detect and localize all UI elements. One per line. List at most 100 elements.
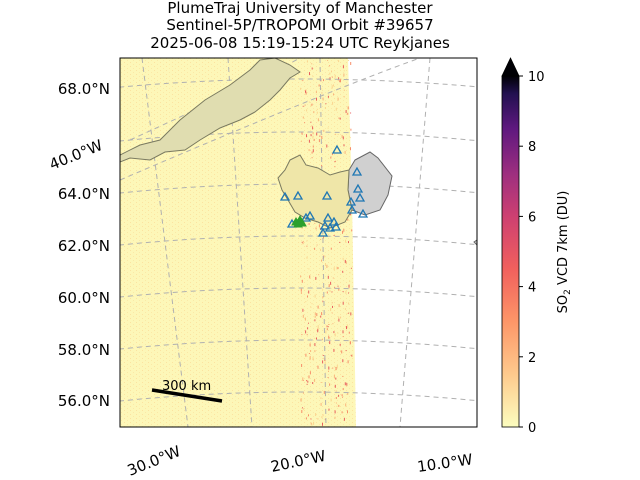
map-frame	[119, 57, 478, 428]
colorbar-ticks: 0 2 4 6 8 10	[519, 70, 545, 436]
station-marker	[317, 227, 329, 237]
swath-pixel	[349, 272, 351, 274]
swath-pixel	[314, 378, 316, 382]
swath-pixel	[301, 227, 303, 229]
swath-pixel	[346, 326, 347, 330]
swath-pixel	[322, 355, 324, 356]
swath-pixel	[343, 89, 345, 91]
swath-pixel	[348, 284, 350, 288]
swath-pixel	[330, 156, 332, 159]
swath-pixel	[320, 315, 322, 318]
swath-pixel	[334, 416, 336, 419]
swath-pixel	[333, 235, 335, 236]
swath-pixel	[338, 60, 340, 63]
volcano-marker	[297, 217, 307, 227]
swath-pixel	[331, 291, 333, 293]
station-marker	[324, 222, 336, 232]
swath-pixel	[337, 285, 339, 287]
swath-pixel	[305, 353, 307, 357]
swath-pixel	[310, 350, 312, 352]
scale-bar-label: 300 km	[162, 379, 211, 394]
swath-pixel	[320, 248, 321, 251]
swath-pixel	[338, 394, 340, 397]
swath-pixel	[336, 364, 338, 368]
swath-pixel	[334, 74, 336, 78]
swath-pixel	[315, 227, 317, 230]
swath-pixel	[300, 292, 302, 294]
swath-pixel	[310, 121, 312, 123]
swath-pixel	[307, 380, 309, 383]
swath-pixel	[322, 288, 324, 290]
swath-pixel	[337, 97, 339, 101]
swath-pixel	[322, 414, 324, 417]
colorbar-tick-label: 6	[528, 210, 536, 225]
swath-pixel	[328, 284, 330, 288]
swath-pixel	[324, 418, 326, 420]
swath-pixel	[321, 135, 323, 139]
swath-pixel	[343, 70, 345, 72]
station-marker	[357, 208, 369, 218]
swath-pixel	[340, 316, 342, 318]
swath-pixel	[300, 140, 302, 142]
swath-pixel	[311, 151, 313, 154]
swath-pixel	[342, 359, 344, 363]
swath-pixel	[333, 267, 335, 271]
swath-pixel	[333, 348, 335, 352]
lat-tick-label: 56.0°N	[58, 392, 110, 410]
swath-pixel	[342, 330, 344, 334]
swath-pixel	[306, 134, 307, 138]
swath-pixel	[327, 377, 329, 378]
swath-pixel	[316, 97, 317, 101]
swath-pixel	[305, 89, 307, 91]
swath-pixel	[320, 402, 322, 406]
colorbar-tick-label: 10	[528, 70, 545, 85]
swath-pixel	[331, 312, 333, 314]
swath-pixel	[305, 91, 307, 95]
swath-pixel	[317, 418, 319, 420]
colorbar-tick-label: 8	[528, 140, 536, 155]
swath-pixel	[331, 87, 333, 89]
swath-pixel	[314, 350, 316, 353]
swath-pixel	[349, 137, 351, 139]
swath-pixel	[308, 149, 310, 152]
swath-pixel	[311, 103, 313, 106]
swath-pixel	[342, 136, 344, 140]
swath-pixel	[345, 290, 347, 294]
swath-pixel	[302, 240, 304, 242]
swath-pixel	[323, 129, 325, 132]
swath-pixel	[341, 394, 343, 397]
swath-pixel	[307, 295, 308, 298]
swath-pixel	[340, 79, 341, 83]
swath-pixel	[335, 402, 337, 404]
swath-pixel	[329, 383, 331, 385]
swath-pixel	[316, 111, 318, 114]
swath-pixel	[318, 224, 320, 228]
swath-pixel	[320, 239, 322, 240]
swath-pixel	[303, 408, 305, 410]
swath-pixel	[317, 365, 319, 369]
swath-pixel	[324, 361, 326, 365]
swath-pixel	[310, 104, 312, 107]
swath-pixel	[342, 257, 344, 260]
swath-pixel	[327, 275, 329, 279]
swath-pixel	[347, 392, 349, 395]
swath-pixel	[305, 89, 307, 91]
swath-pixel	[322, 97, 324, 101]
swath-pixel	[306, 245, 308, 247]
swath-pixel	[314, 343, 316, 347]
swath-pixel	[317, 325, 319, 329]
swath-pixel	[345, 350, 347, 352]
swath-pixel	[311, 67, 313, 70]
swath-pixel	[335, 133, 337, 135]
swath-pixel	[346, 324, 348, 326]
swath-pixel	[346, 382, 348, 386]
swath-pixel	[332, 323, 334, 325]
swath-pixel	[307, 327, 309, 330]
swath-pixel	[333, 93, 334, 96]
swath-pixel	[308, 268, 310, 270]
swath-pixel	[334, 384, 336, 388]
swath-pixel	[335, 160, 337, 163]
swath-pixel	[302, 242, 304, 245]
swath-pixel	[301, 279, 303, 283]
